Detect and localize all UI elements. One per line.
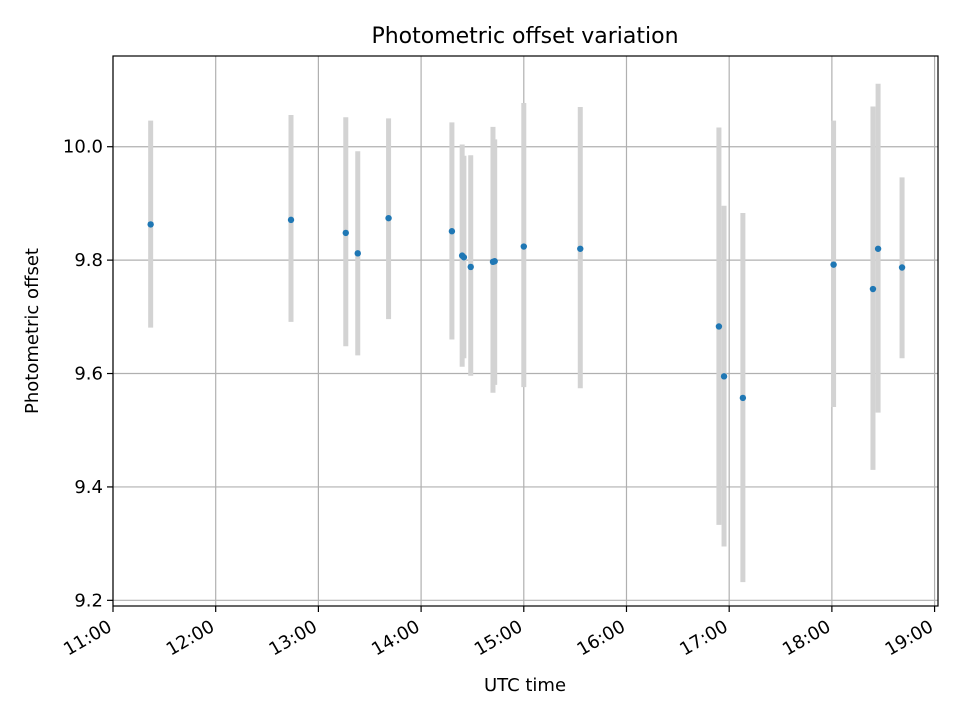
data-point — [874, 245, 882, 252]
data-point — [898, 264, 906, 271]
data-point — [147, 221, 154, 228]
plot-frame — [112, 55, 939, 607]
y-axis-label: Photometric offset — [22, 248, 43, 414]
data-point — [385, 214, 392, 222]
y-ticks: 9.2 9.4 9.6 9.8 10.0 — [63, 137, 113, 611]
data-point — [739, 394, 747, 402]
data-point — [448, 228, 456, 235]
data-point — [354, 250, 361, 257]
x-tick-label: 11:00 — [60, 616, 115, 660]
x-tick-label: 17:00 — [676, 616, 731, 660]
data-point — [869, 285, 877, 293]
y-tick-label: 9.2 — [74, 590, 103, 611]
x-tick-label: 18:00 — [779, 616, 834, 660]
data-point — [520, 243, 527, 250]
y-tick-label: 9.4 — [74, 477, 103, 498]
x-tick-label: 13:00 — [265, 616, 320, 660]
x-axis-label: UTC time — [484, 675, 566, 696]
x-tick-label: 12:00 — [163, 616, 218, 660]
x-tick-label: 19:00 — [882, 616, 937, 660]
data-point — [715, 323, 723, 330]
x-ticks: 11:00 12:00 13:00 14:00 15:00 16:00 17:00 18:00… — [60, 606, 937, 660]
y-tick-label: 9.6 — [74, 364, 103, 385]
data-points — [147, 214, 906, 402]
data-point — [467, 263, 474, 271]
y-tick-label: 10.0 — [63, 137, 103, 158]
data-point — [491, 258, 498, 265]
x-tick-label: 14:00 — [368, 616, 423, 660]
data-point — [460, 254, 468, 261]
data-point — [830, 261, 837, 268]
y-tick-label: 9.8 — [74, 250, 103, 271]
data-point — [577, 245, 584, 252]
data-point — [720, 373, 728, 380]
chart-title: Photometric offset variation — [371, 24, 678, 49]
x-tick-label: 15:00 — [471, 616, 526, 660]
data-point — [287, 216, 295, 224]
x-tick-label: 16:00 — [574, 616, 629, 660]
data-point — [342, 229, 349, 237]
